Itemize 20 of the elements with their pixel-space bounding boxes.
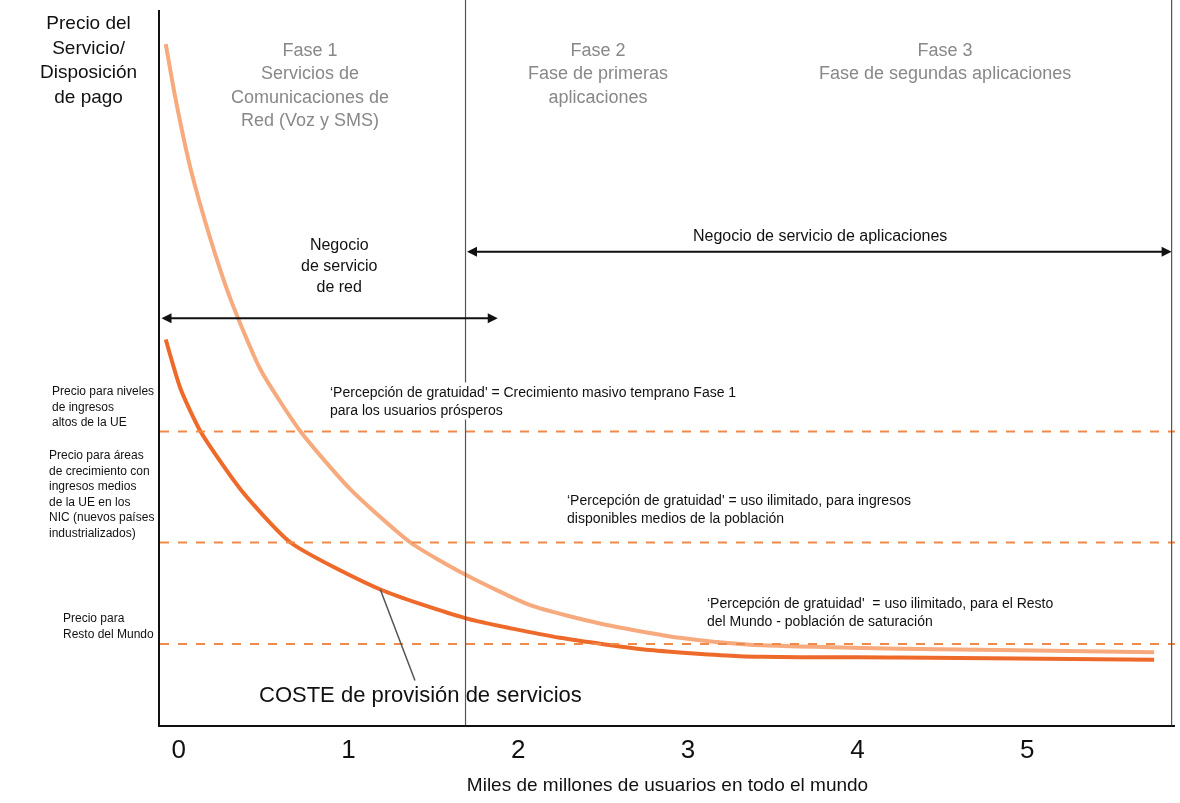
x-tick-label: 2: [510, 734, 526, 765]
annotation: ‘Percepción de gratuidad' = Crecimiento masivo temprano Fase 1 para los usuarios prósperos: [330, 384, 737, 419]
x-tick-label: 4: [850, 734, 865, 765]
annotation: Negocio de servicio de aplicaciones: [693, 227, 948, 244]
annotation: Fase 2 Fase de primeras aplicaciones: [528, 40, 669, 107]
annotation: ‘Percepción de gratuidad' = uso ilimitado, para ingresos disponibles medios de la población: [567, 492, 911, 527]
y-axis-title: Precio del Servicio/ Disposición de pago: [40, 12, 138, 108]
annotation: ‘Percepción de gratuidad' = uso ilimitado, para el Resto del Mundo - población de saturación: [707, 595, 1054, 630]
ref-line-label: Precio para áreas de crecimiento con ingresos medios de la UE en los NIC (nuevos países industrializados): [49, 448, 155, 540]
annotation: Negocio de servicio de red: [301, 236, 378, 295]
annotation: COSTE de provisión de servicios: [259, 682, 582, 707]
annotation: Fase 3 Fase de segundas aplicaciones: [819, 40, 1072, 84]
x-axis-title: Miles de millones de usuarios en todo el mundo: [466, 773, 869, 795]
x-tick-label: 5: [1020, 734, 1035, 765]
ref-line-label: Precio para niveles de ingresos altos de la UE: [52, 384, 155, 430]
x-tick-label: 0: [171, 734, 186, 765]
ref-line-label: Precio para Resto del Mundo: [63, 611, 155, 641]
annotation: Fase 1 Servicios de Comunicaciones de Red (Voz y SMS): [231, 40, 390, 131]
x-tick-label: 1: [341, 734, 356, 765]
x-tick-label: 3: [680, 734, 696, 765]
